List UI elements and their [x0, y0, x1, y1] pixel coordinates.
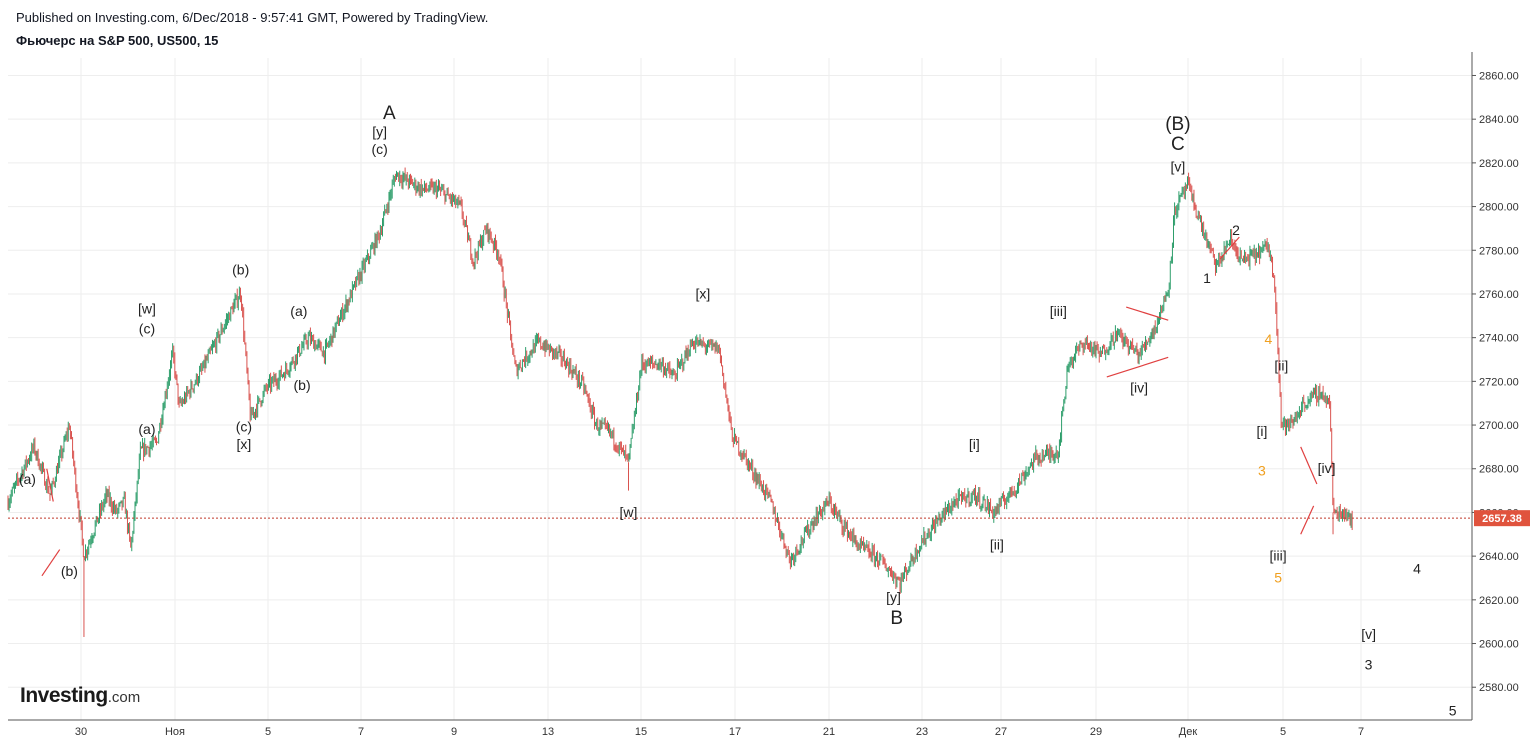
candles [7, 167, 1353, 637]
wave-label: [i] [969, 436, 980, 452]
y-tick-label: 2620.00 [1479, 595, 1519, 607]
investing-logo: Investing.com [20, 684, 140, 708]
wave-label: 1 [1203, 270, 1211, 286]
y-tick-label: 2740.00 [1479, 333, 1519, 345]
wave-labels: (a)(b)[w](c)(a)(b)(c)[x](a)(b)[y](c)A[w]… [19, 103, 1457, 718]
trendline [1300, 505, 1315, 535]
wave-label: C [1171, 134, 1185, 155]
wave-label: [v] [1171, 159, 1186, 175]
wave-label: 3 [1365, 657, 1373, 673]
wave-label: [iv] [1318, 460, 1336, 476]
trendline [1126, 306, 1169, 321]
y-tick-label: 2760.00 [1479, 289, 1519, 301]
wave-label: (c) [371, 141, 387, 157]
wave-label: [x] [237, 436, 252, 452]
wave-label: 2 [1232, 222, 1240, 238]
wave-label: [iv] [1130, 379, 1148, 395]
chart-axes: 2580.002600.002620.002640.002660.002680.… [8, 52, 1530, 738]
chart-grid [8, 58, 1472, 720]
x-tick-label: 23 [916, 726, 928, 738]
wave-label: [w] [620, 504, 638, 520]
wave-label: (c) [139, 320, 155, 336]
wave-label: [ii] [1274, 357, 1288, 373]
trendline [46, 468, 54, 502]
wave-label: (c) [236, 419, 252, 435]
trendline [41, 549, 61, 577]
y-tick-label: 2820.00 [1479, 158, 1519, 170]
last-price-label: 2657.38 [1482, 513, 1522, 525]
x-tick-label: 21 [823, 726, 835, 738]
wave-label: [iii] [1270, 548, 1287, 564]
y-tick-label: 2680.00 [1479, 464, 1519, 476]
x-tick-label: 29 [1090, 726, 1102, 738]
y-tick-label: 2580.00 [1479, 682, 1519, 694]
y-tick-label: 2800.00 [1479, 202, 1519, 214]
wave-label: (b) [61, 563, 78, 579]
wave-label: (B) [1165, 114, 1190, 135]
wave-label: A [383, 103, 396, 124]
trendline [1219, 236, 1240, 260]
x-tick-label: 17 [729, 726, 741, 738]
logo-brand: Investing [20, 684, 108, 707]
wave-label: (a) [19, 471, 36, 487]
wave-label: [y] [372, 124, 387, 140]
y-tick-label: 2720.00 [1479, 376, 1519, 388]
y-tick-label: 2860.00 [1479, 70, 1519, 82]
published-caption: Published on Investing.com, 6/Dec/2018 -… [16, 10, 489, 25]
wave-label: 5 [1274, 569, 1282, 585]
y-tick-label: 2780.00 [1479, 245, 1519, 257]
x-tick-label: 15 [635, 726, 647, 738]
symbol-title: Фьючерс на S&P 500, US500, 15 [16, 33, 219, 48]
x-tick-label: 27 [995, 726, 1007, 738]
wave-label: (a) [138, 421, 155, 437]
wave-label: 5 [1449, 703, 1457, 719]
wave-label: B [890, 608, 903, 629]
wave-label: 3 [1258, 462, 1266, 478]
y-tick-label: 2700.00 [1479, 420, 1519, 432]
logo-tld: .com [107, 689, 141, 706]
x-tick-label: 13 [542, 726, 554, 738]
x-tick-label: 7 [358, 726, 364, 738]
y-tick-label: 2640.00 [1479, 551, 1519, 563]
x-tick-label: 7 [1358, 726, 1364, 738]
x-tick-label: 5 [265, 726, 271, 738]
trendlines [8, 236, 1472, 577]
wave-label: 4 [1264, 331, 1272, 347]
wave-label: [ii] [990, 537, 1004, 553]
wave-label: [y] [886, 589, 901, 605]
x-tick-label: 30 [75, 726, 87, 738]
y-tick-label: 2600.00 [1479, 639, 1519, 651]
y-tick-label: 2840.00 [1479, 114, 1519, 126]
wave-label: [i] [1256, 423, 1267, 439]
wave-label: (a) [290, 303, 307, 319]
wave-label: [v] [1361, 626, 1376, 642]
x-tick-label: 5 [1280, 726, 1286, 738]
wave-label: [x] [695, 285, 710, 301]
wave-label: (b) [232, 261, 249, 277]
wave-label: [w] [138, 301, 156, 317]
x-tick-label: Дек [1179, 726, 1198, 738]
wave-label: (b) [294, 377, 311, 393]
last-price-tag [1474, 510, 1530, 527]
x-tick-label: Ноя [165, 726, 185, 738]
trendline [1106, 356, 1169, 378]
trendline [1300, 446, 1318, 485]
wave-label: [iii] [1050, 303, 1067, 319]
x-tick-label: 9 [451, 726, 457, 738]
wave-label: 4 [1413, 561, 1421, 577]
